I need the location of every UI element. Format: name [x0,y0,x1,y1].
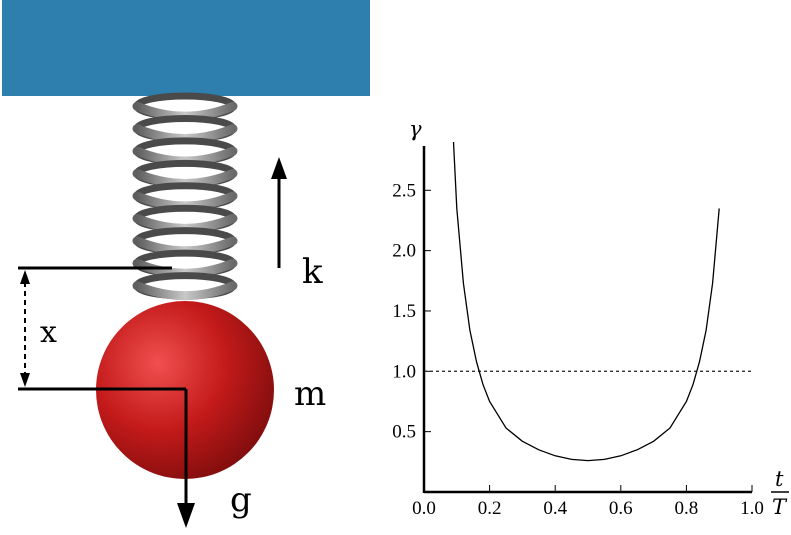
ceiling-block [2,0,370,96]
y-axis-label: γ [409,117,422,141]
y-tick-label: 2.0 [392,241,416,262]
y-tick-label: 1.0 [392,361,416,382]
x-axis-label-denominator: T [772,495,788,519]
displacement-label: x [40,315,57,350]
spring-coil [132,169,238,188]
spring-constant-label: k [302,252,323,292]
y-tick-label: 0.5 [392,422,416,443]
spring-coil [132,191,238,211]
x-axis-label-numerator: t [775,467,784,491]
spring-coil [132,124,238,144]
mass-label: m [294,374,326,414]
y-tick-label: 2.5 [392,180,416,201]
spring [132,92,238,301]
gravity-label: g [230,480,252,520]
x-tick-label: 0.8 [675,498,699,519]
spring-coil [132,213,238,233]
y-tick-label: 1.5 [392,301,416,322]
spring-coil [132,236,238,256]
x-tick-label: 0.4 [543,498,567,519]
displacement-arrowhead-bottom [20,373,30,387]
spring-coil [132,281,238,301]
gamma-plot: 0.0 0.2 0.4 0.6 0.8 1.0 0.5 1.0 1.5 2.0 2.5 γ t T [392,117,789,519]
x-tick-label: 0.6 [609,498,633,519]
spring-coil [132,101,238,121]
x-tick-label: 0.2 [478,498,502,519]
series-curve [452,141,720,462]
spring-force-arrowhead [271,157,287,179]
x-tick-label: 1.0 [740,498,764,519]
spring-mass-diagram: x k m g [2,0,370,528]
displacement-arrowhead-top [20,270,30,284]
gravity-arrowhead [177,503,195,528]
spring-coil [132,146,238,166]
chart-ticks: 0.0 0.2 0.4 0.6 0.8 1.0 0.5 1.0 1.5 2.0 2.5 [392,180,764,519]
x-tick-label: 0.0 [412,498,436,519]
